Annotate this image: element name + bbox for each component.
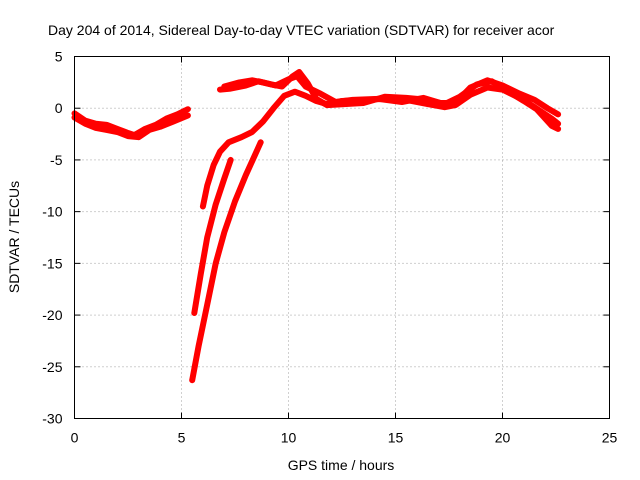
- x-axis-label: GPS time / hours: [288, 457, 395, 473]
- y-tick-label: -5: [50, 152, 63, 168]
- chart-title: Day 204 of 2014, Sidereal Day-to-day VTE…: [48, 22, 555, 38]
- series-arc-3: [189, 139, 264, 384]
- series-arc-4: [191, 156, 234, 316]
- tick-labels: 0 5 10 15 20 25 -30 -25 -20 -15 -10 -5 0 5: [42, 49, 617, 446]
- y-tick-label: -10: [42, 204, 62, 220]
- series-arc-7: [221, 73, 562, 118]
- plot-frame: [74, 56, 610, 419]
- y-axis-label: SDTVAR / TECUs: [6, 181, 22, 293]
- y-tick-label: -20: [42, 307, 62, 323]
- x-tick-label: 10: [281, 430, 297, 446]
- y-tick-label: -15: [42, 255, 62, 271]
- series-arc-2: [71, 112, 191, 141]
- x-tick-label: 25: [602, 430, 618, 446]
- axis-ticks: [74, 56, 610, 419]
- x-tick-label: 0: [71, 430, 79, 446]
- x-tick-label: 20: [495, 430, 511, 446]
- x-tick-label: 5: [178, 430, 186, 446]
- y-tick-label: 0: [55, 100, 63, 116]
- y-tick-label: 5: [55, 49, 63, 65]
- data-series: [71, 69, 562, 384]
- y-tick-label: -30: [42, 411, 62, 427]
- y-tick-label: -25: [42, 359, 62, 375]
- grid: [74, 56, 610, 419]
- x-tick-label: 15: [388, 430, 404, 446]
